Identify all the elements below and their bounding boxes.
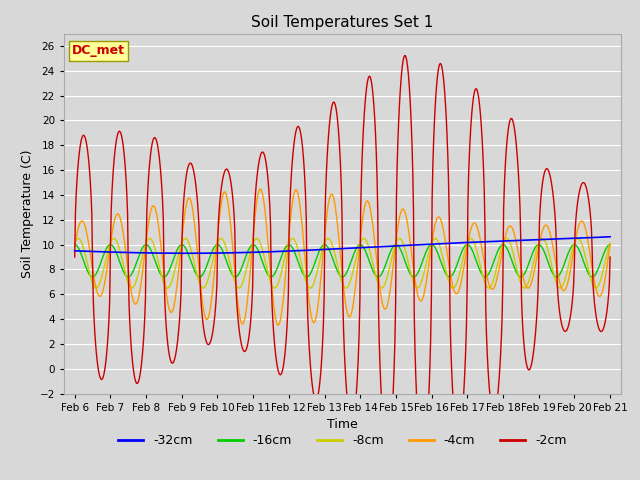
Text: DC_met: DC_met bbox=[72, 44, 125, 58]
Title: Soil Temperatures Set 1: Soil Temperatures Set 1 bbox=[252, 15, 433, 30]
Legend: -32cm, -16cm, -8cm, -4cm, -2cm: -32cm, -16cm, -8cm, -4cm, -2cm bbox=[113, 429, 572, 452]
X-axis label: Time: Time bbox=[327, 418, 358, 431]
Y-axis label: Soil Temperature (C): Soil Temperature (C) bbox=[21, 149, 34, 278]
